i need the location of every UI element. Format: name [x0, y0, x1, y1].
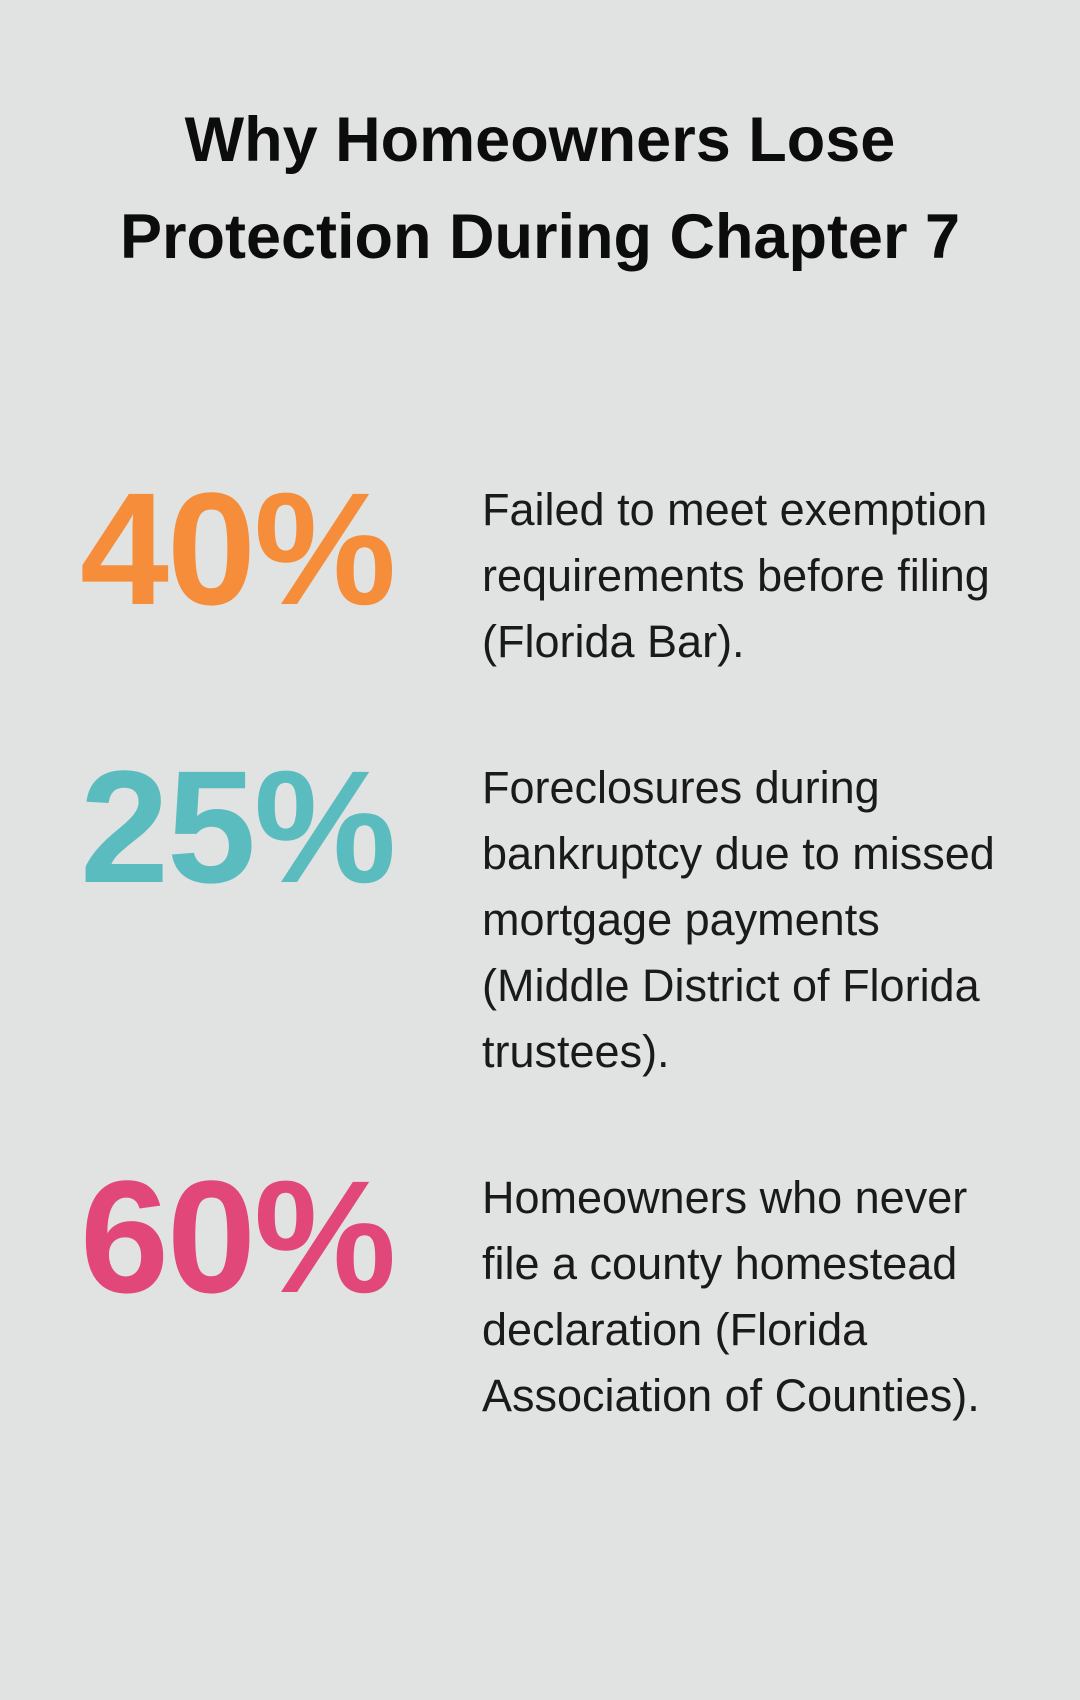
stat-row: 25% Foreclosures during bankruptcy due to…	[0, 747, 1080, 1085]
stat-list: 40% Failed to meet exemption requirements…	[0, 469, 1080, 1429]
stat-value: 40%	[80, 459, 396, 638]
stat-row: 40% Failed to meet exemption requirements…	[0, 469, 1080, 675]
stat-value: 25%	[80, 737, 396, 916]
stat-description: Homeowners who never file a county homes…	[482, 1172, 980, 1421]
stat-row: 60% Homeowners who never file a county ho…	[0, 1157, 1080, 1429]
stat-value: 60%	[80, 1147, 396, 1326]
title: Why Homeowners Lose Protection During Ch…	[119, 105, 961, 272]
stat-description: Failed to meet exemption requirements be…	[482, 484, 990, 667]
stat-description: Foreclosures during bankruptcy due to mi…	[482, 762, 995, 1077]
